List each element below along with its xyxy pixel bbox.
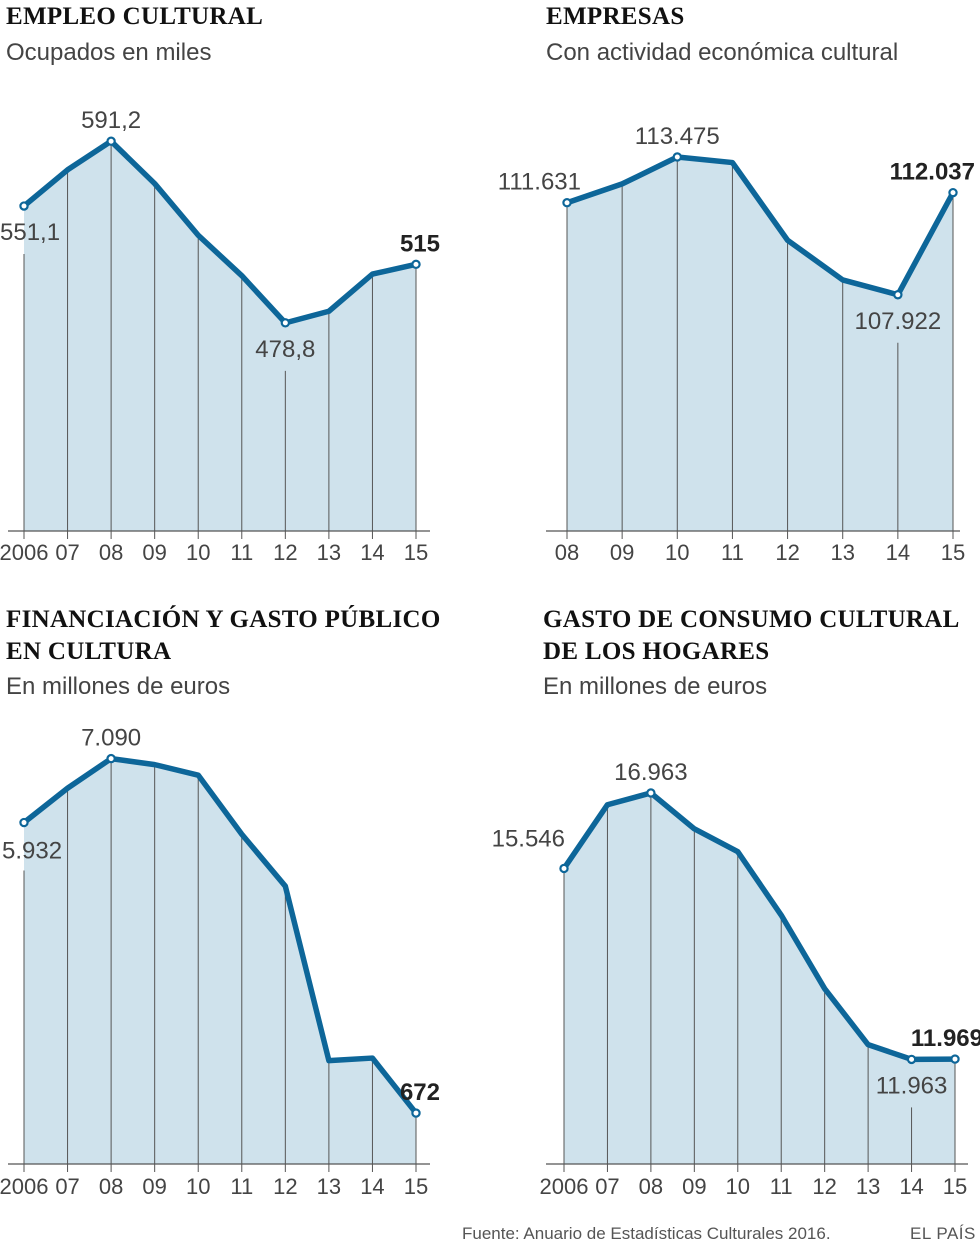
data-label: 107.922 xyxy=(854,308,941,335)
x-tick-label: 11 xyxy=(721,540,744,565)
data-point-marker xyxy=(19,201,29,211)
chart-subtitle-empresas: Con actividad económica cultural xyxy=(546,39,899,66)
x-tick-label: 09 xyxy=(142,540,166,565)
data-point-marker xyxy=(893,290,903,300)
chart-title-financiacion: FINANCIACIÓN Y GASTO PÚBLICO EN CULTURA xyxy=(6,604,446,668)
data-point-marker xyxy=(106,753,116,764)
data-line xyxy=(21,755,419,1116)
x-tick-label: 07 xyxy=(55,540,79,565)
data-label: 5.932 xyxy=(2,838,62,865)
data-line xyxy=(564,154,956,298)
chart-title-financiacion-text: FINANCIACIÓN Y GASTO PÚBLICO EN CULTURA xyxy=(6,606,441,665)
x-tick-label: 11 xyxy=(770,1174,793,1199)
data-point-marker xyxy=(646,788,656,798)
data-point-marker xyxy=(948,187,958,198)
data-label: 111.631 xyxy=(498,169,581,196)
x-tick-label: 08 xyxy=(99,1174,123,1199)
data-label: 112.037 xyxy=(890,159,975,186)
x-tick-label: 2006 xyxy=(540,1174,589,1199)
x-tick-label: 15 xyxy=(404,1174,428,1199)
x-tick-label: 12 xyxy=(273,540,297,565)
x-tick-label: 14 xyxy=(360,540,384,565)
data-label: 591,2 xyxy=(81,107,141,134)
x-tick-label: 13 xyxy=(830,540,854,565)
x-tick-label: 15 xyxy=(941,540,965,565)
chart-subtitle-gasto-consumo: En millones de euros xyxy=(543,673,768,700)
x-tick-label: 12 xyxy=(812,1174,836,1199)
x-tick-label: 14 xyxy=(360,1174,384,1199)
data-label: 515 xyxy=(400,230,440,257)
x-tick-label: 15 xyxy=(404,540,428,565)
x-tick-label: 13 xyxy=(317,1174,341,1199)
chart-financiacion-gasto-publico: 5.932 7.090 672 2006 07 08 09 10 11 12 13 14 15 xyxy=(0,725,440,1199)
x-tick-label: 12 xyxy=(273,1174,297,1199)
x-tick-label: 11 xyxy=(230,1174,253,1199)
x-tick-label: 07 xyxy=(55,1174,79,1199)
chart-empleo-cultural: 551,1 591,2 478,8 515 2006 07 08 09 10 11 12 13 14 15 xyxy=(0,107,440,565)
data-label: 7.090 xyxy=(81,725,141,752)
data-point-marker xyxy=(411,1108,421,1118)
x-tick-label: 13 xyxy=(856,1174,880,1199)
data-label: 478,8 xyxy=(255,336,315,363)
x-tick-label: 08 xyxy=(639,1174,663,1199)
data-line xyxy=(21,138,419,326)
data-point-marker xyxy=(950,1054,960,1064)
data-point-marker xyxy=(106,136,116,146)
x-tick-label: 08 xyxy=(555,540,579,565)
data-label: 11.963 xyxy=(876,1072,948,1099)
source-note: Fuente: Anuario de Estadísticas Cultural… xyxy=(462,1224,831,1243)
x-tick-label: 14 xyxy=(899,1174,923,1199)
chart-title-empresas: EMPRESAS xyxy=(546,3,685,30)
x-tick-label: 14 xyxy=(886,540,910,565)
data-point-marker xyxy=(562,198,572,208)
data-point-marker xyxy=(19,817,29,828)
area-fill xyxy=(564,792,955,1164)
x-tick-label: 2006 xyxy=(0,540,48,565)
chart-subtitle-empleo: Ocupados en miles xyxy=(6,39,212,66)
x-tick-label: 10 xyxy=(186,540,210,565)
data-point-marker xyxy=(559,863,569,874)
data-point-marker xyxy=(906,1054,917,1065)
area-fill xyxy=(567,156,953,531)
data-label: 672 xyxy=(400,1079,440,1106)
data-label: 16.963 xyxy=(614,759,687,786)
data-point-marker xyxy=(411,259,421,270)
x-tick-label: 10 xyxy=(726,1174,750,1199)
chart-empresas: 111.631 113.475 107.922 112.037 08 09 10 11 12 13… xyxy=(498,123,975,565)
data-label: 15.546 xyxy=(492,825,565,852)
data-label: 551,1 xyxy=(0,219,60,246)
chart-subtitle-financiacion: En millones de euros xyxy=(6,673,231,700)
x-tick-label: 09 xyxy=(142,1174,166,1199)
brand-logo-text: EL PAÍS xyxy=(910,1224,976,1243)
x-tick-label: 11 xyxy=(230,540,253,565)
x-tick-label: 09 xyxy=(682,1174,706,1199)
area-fill xyxy=(24,141,416,531)
area-fill xyxy=(24,758,416,1164)
x-tick-label: 09 xyxy=(610,540,634,565)
chart-gasto-consumo-hogares: 15.546 16.963 11.963 11.969 2006 07 08 09 10 11 12… xyxy=(492,759,980,1199)
chart-title-gasto-consumo-text: GASTO DE CONSUMO CULTURAL DE LOS HOGARES xyxy=(543,606,959,665)
x-tick-label: 10 xyxy=(665,540,689,565)
x-tick-label: 07 xyxy=(595,1174,619,1199)
data-label: 11.969 xyxy=(911,1025,980,1052)
x-tick-label: 15 xyxy=(943,1174,967,1199)
x-tick-label: 2006 xyxy=(0,1174,48,1199)
data-line xyxy=(561,790,958,1063)
x-tick-label: 08 xyxy=(99,540,123,565)
data-point-marker xyxy=(280,318,291,328)
x-tick-label: 13 xyxy=(317,540,341,565)
data-label: 113.475 xyxy=(635,123,720,150)
chart-title-empleo: EMPLEO CULTURAL xyxy=(6,3,264,30)
data-point-marker xyxy=(672,152,682,162)
chart-title-gasto-consumo: GASTO DE CONSUMO CULTURAL DE LOS HOGARES xyxy=(543,604,973,668)
x-tick-label: 12 xyxy=(775,540,799,565)
x-tick-label: 10 xyxy=(186,1174,210,1199)
